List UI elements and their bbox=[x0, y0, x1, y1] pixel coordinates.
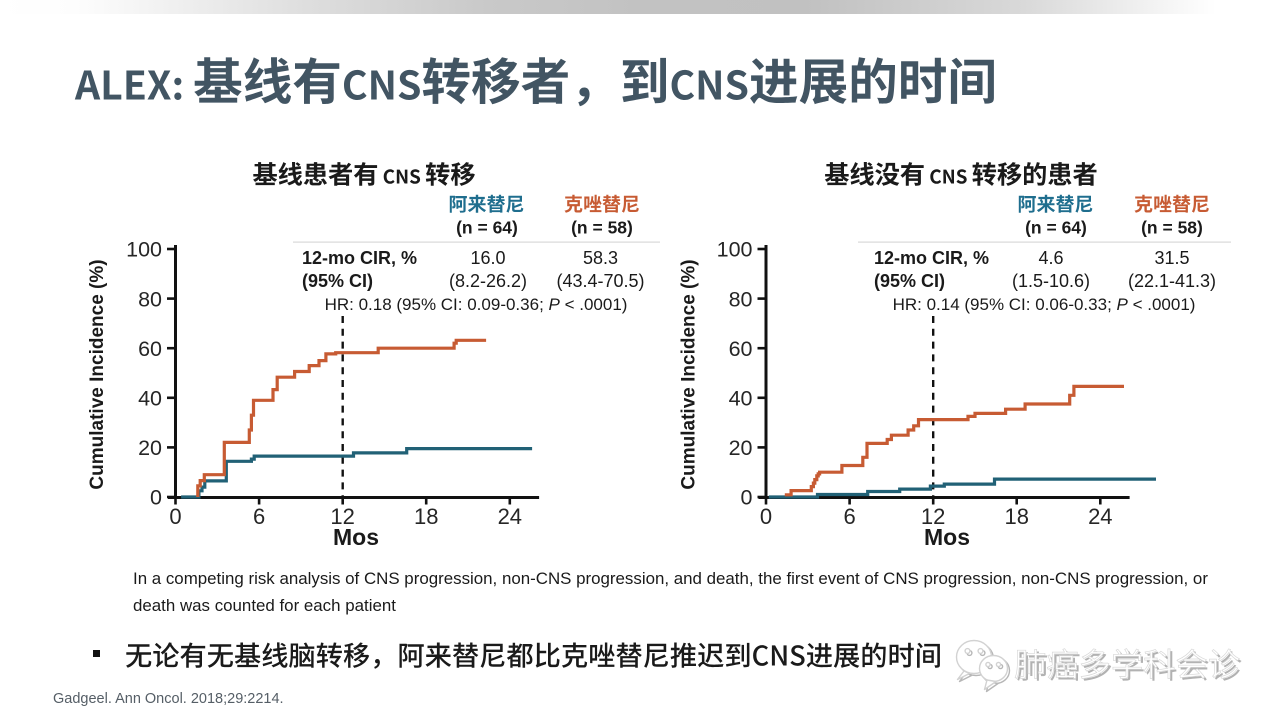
svg-text:(n = 58): (n = 58) bbox=[571, 218, 633, 238]
svg-text:Mos: Mos bbox=[924, 524, 970, 550]
svg-text:4.6: 4.6 bbox=[1038, 248, 1063, 268]
svg-text:(8.2-26.2): (8.2-26.2) bbox=[449, 271, 527, 291]
svg-text:20: 20 bbox=[729, 436, 753, 460]
svg-text:(n = 64): (n = 64) bbox=[1025, 218, 1087, 238]
svg-text:Cumulative Incidence (%): Cumulative Incidence (%) bbox=[679, 259, 700, 489]
svg-text:0: 0 bbox=[760, 504, 772, 529]
svg-text:100: 100 bbox=[126, 238, 162, 262]
svg-text:Cumulative Incidence (%): Cumulative Incidence (%) bbox=[87, 259, 108, 489]
svg-text:HR: 0.14 (95% CI: 0.06-0.33; P: HR: 0.14 (95% CI: 0.06-0.33; P < .0001) bbox=[893, 295, 1196, 314]
svg-text:60: 60 bbox=[729, 337, 753, 361]
svg-text:0: 0 bbox=[169, 504, 181, 529]
svg-text:18: 18 bbox=[1004, 504, 1028, 529]
svg-text:12-mo CIR, %: 12-mo CIR, % bbox=[302, 248, 417, 268]
svg-text:0: 0 bbox=[150, 486, 162, 510]
svg-text:death was counted for each pat: death was counted for each patient bbox=[133, 596, 396, 615]
svg-text:12: 12 bbox=[330, 504, 354, 529]
svg-text:(95% CI): (95% CI) bbox=[874, 271, 945, 291]
svg-text:18: 18 bbox=[414, 504, 438, 529]
svg-text:Mos: Mos bbox=[333, 524, 379, 550]
svg-text:Gadgeel. Ann Oncol. 2018;29:22: Gadgeel. Ann Oncol. 2018;29:2214. bbox=[53, 691, 284, 707]
svg-text:58.3: 58.3 bbox=[583, 248, 618, 268]
svg-text:100: 100 bbox=[717, 238, 753, 262]
svg-text:(n = 58): (n = 58) bbox=[1141, 218, 1203, 238]
svg-text:24: 24 bbox=[1088, 504, 1112, 529]
svg-text:24: 24 bbox=[498, 504, 522, 529]
svg-text:40: 40 bbox=[138, 387, 162, 411]
svg-text:(1.5-10.6): (1.5-10.6) bbox=[1012, 271, 1090, 291]
svg-text:6: 6 bbox=[253, 504, 265, 529]
svg-text:16.0: 16.0 bbox=[470, 248, 505, 268]
svg-text:80: 80 bbox=[729, 287, 753, 311]
svg-text:60: 60 bbox=[138, 337, 162, 361]
svg-text:80: 80 bbox=[138, 287, 162, 311]
svg-text:(95% CI): (95% CI) bbox=[302, 271, 373, 291]
svg-text:20: 20 bbox=[138, 436, 162, 460]
svg-text:40: 40 bbox=[729, 387, 753, 411]
svg-text:12: 12 bbox=[921, 504, 945, 529]
svg-text:(22.1-41.3): (22.1-41.3) bbox=[1128, 271, 1216, 291]
svg-text:31.5: 31.5 bbox=[1154, 248, 1189, 268]
svg-text:In a competing risk analysis o: In a competing risk analysis of CNS prog… bbox=[133, 569, 1208, 588]
svg-text:6: 6 bbox=[843, 504, 855, 529]
svg-text:0: 0 bbox=[741, 486, 753, 510]
svg-text:HR: 0.18 (95% CI: 0.09-0.36; P: HR: 0.18 (95% CI: 0.09-0.36; P < .0001) bbox=[325, 295, 628, 314]
svg-text:(43.4-70.5): (43.4-70.5) bbox=[556, 271, 644, 291]
svg-text:(n = 64): (n = 64) bbox=[456, 218, 518, 238]
svg-text:12-mo CIR, %: 12-mo CIR, % bbox=[874, 248, 989, 268]
